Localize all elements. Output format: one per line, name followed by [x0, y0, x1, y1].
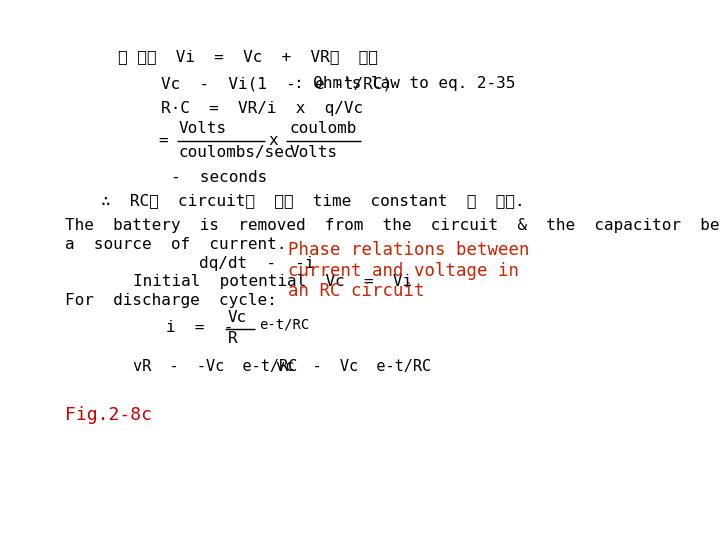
Text: Initial  potential  Vc  =  Vi: Initial potential Vc = Vi — [133, 274, 413, 289]
Text: Fig.2-8c: Fig.2-8c — [66, 406, 153, 424]
Text: vc  -  Vc  e-t/RC: vc - Vc e-t/RC — [276, 359, 431, 374]
Text: coulombs/sec: coulombs/sec — [179, 145, 294, 160]
Text: an RC circuit: an RC circuit — [287, 282, 424, 300]
Text: x: x — [268, 133, 278, 148]
Text: coulomb: coulomb — [289, 121, 356, 136]
Text: For  discharge  cycle:: For discharge cycle: — [66, 293, 277, 308]
Text: Vc: Vc — [228, 310, 247, 325]
Text: ∴  RC는  circuit에  대한  time  constant  라  한다.: ∴ RC는 circuit에 대한 time constant 라 한다. — [101, 193, 524, 208]
Text: Volts: Volts — [289, 145, 337, 160]
Text: R·C  =  VR/i  x  q/Vc: R·C = VR/i x q/Vc — [161, 100, 363, 116]
Text: =: = — [158, 133, 168, 148]
Text: -  seconds: - seconds — [171, 170, 267, 185]
Text: 이 시을  Vi  =  Vc  +  VR에  代入: 이 시을 Vi = Vc + VR에 代入 — [118, 49, 378, 64]
Text: Phase relations between: Phase relations between — [287, 241, 529, 259]
Text: Vc  -  Vi(1  -  e -t/RC): Vc - Vi(1 - e -t/RC) — [161, 76, 392, 91]
Text: i  =  -: i = - — [166, 320, 233, 335]
Text: current and voltage in: current and voltage in — [287, 261, 518, 280]
Text: : Ohm's law to eq. 2-35: : Ohm's law to eq. 2-35 — [294, 76, 516, 91]
Text: e-t/RC: e-t/RC — [259, 317, 309, 331]
Text: Volts: Volts — [179, 121, 227, 136]
Text: The  battery  is  removed  from  the  circuit  &  the  capacitor  becomes: The battery is removed from the circuit … — [66, 218, 720, 233]
Text: R: R — [228, 330, 238, 346]
Text: dq/dt  -  -i: dq/dt - -i — [199, 256, 314, 271]
Text: a  source  of  current.: a source of current. — [66, 237, 287, 252]
Text: vR  -  -Vc  e-t/RC: vR - -Vc e-t/RC — [133, 359, 297, 374]
